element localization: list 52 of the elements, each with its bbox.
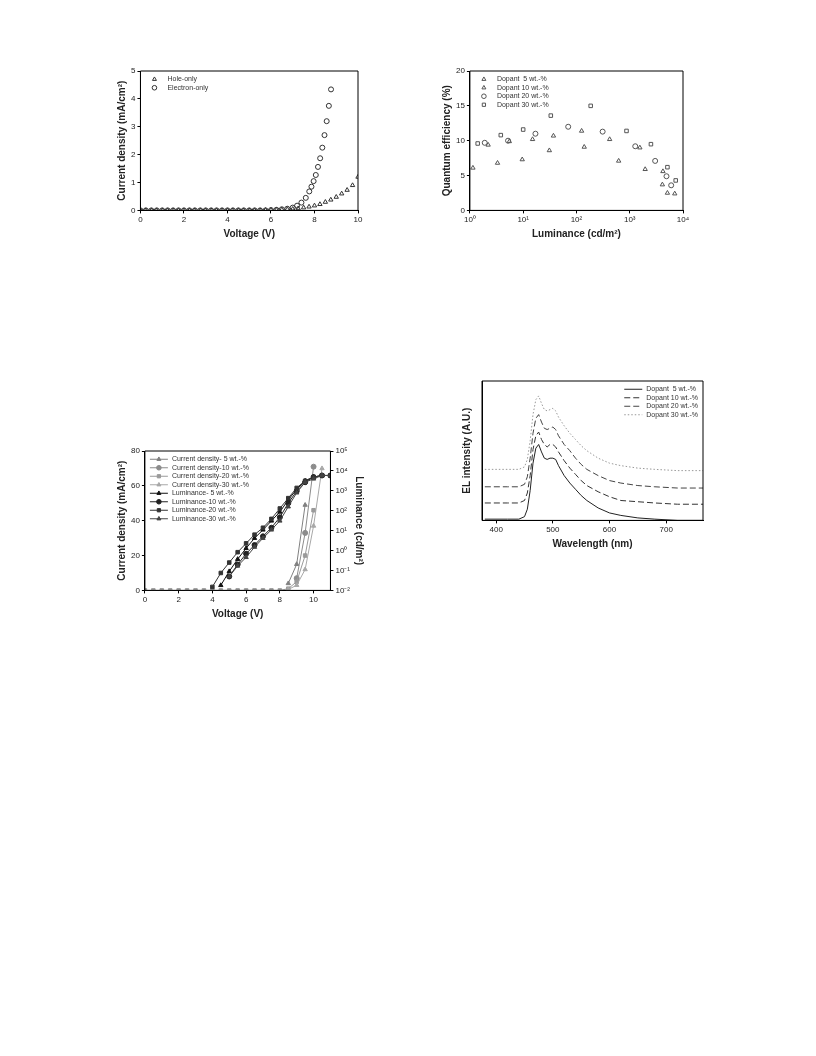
- x-tick-label: 6: [268, 215, 274, 225]
- y-tick-label: 20: [130, 550, 141, 560]
- y2-tick-label: 10³: [335, 486, 348, 496]
- y-tick-label: 4: [131, 94, 136, 104]
- y-tick-label: 60: [130, 481, 141, 491]
- y2-tick-label: 10⁻¹: [335, 565, 351, 575]
- y-tick-label: 3: [131, 121, 136, 131]
- y-tick-label: 20: [455, 66, 466, 76]
- x-tick-label: 10: [309, 595, 319, 605]
- y2-tick-label: 10⁻²: [335, 585, 351, 595]
- x-tick-label: 2: [176, 595, 182, 605]
- y2-tick-label: 10⁵: [335, 446, 348, 456]
- x-tick-label: 6: [243, 595, 249, 605]
- x-axis-title: Wavelength (nm): [552, 537, 633, 549]
- x-tick-label: 2: [181, 215, 187, 225]
- x-tick-label: 400: [489, 525, 504, 535]
- x-tick-label: 0: [142, 595, 148, 605]
- y-axis-title: EL intensity (A.U.): [460, 407, 472, 494]
- x-tick-label: 4: [225, 215, 231, 225]
- y-axis-title: Current density (mA/cm²): [115, 460, 127, 581]
- y-tick-label: 5: [131, 66, 136, 76]
- y-tick-label: 0: [131, 205, 136, 215]
- y2-tick-label: 10²: [335, 505, 348, 515]
- x-tick-label: 8: [277, 595, 283, 605]
- x-tick-label: 10²: [570, 215, 583, 225]
- y-tick-label: 10: [455, 135, 466, 145]
- x-tick-label: 8: [312, 215, 318, 225]
- y-axis-title: Quantum efficiency (%): [440, 85, 452, 197]
- y-tick-label: 40: [130, 515, 141, 525]
- x-tick-label: 10⁴: [676, 215, 690, 225]
- y2-tick-label: 10⁴: [335, 466, 349, 476]
- y2-axis-title: Luminance (cd/m²): [354, 476, 366, 566]
- y2-tick-label: 10⁰: [335, 545, 348, 555]
- x-tick-label: 10³: [623, 215, 636, 225]
- y-tick-label: 5: [460, 170, 466, 180]
- x-axis-title: Voltage (V): [211, 607, 264, 619]
- x-tick-label: 10⁰: [463, 215, 476, 225]
- x-axis-title: Luminance (cd/m²): [532, 227, 621, 239]
- x-axis-title: Voltage (V): [223, 227, 275, 239]
- x-tick-label: 700: [659, 525, 674, 535]
- x-tick-label: 10¹: [517, 215, 530, 225]
- x-tick-label: 10: [353, 215, 363, 225]
- x-tick-label: 4: [210, 595, 216, 605]
- x-tick-label: 500: [546, 525, 561, 535]
- y-tick-label: 0: [460, 205, 466, 215]
- y-axis-title: Current density (mA/cm²): [115, 80, 127, 201]
- x-tick-label: 600: [602, 525, 617, 535]
- y-tick-label: 15: [455, 101, 466, 111]
- y-tick-label: 2: [131, 149, 136, 159]
- y-tick-label: 80: [130, 446, 141, 456]
- y-tick-label: 0: [135, 585, 141, 595]
- y-tick-label: 1: [131, 177, 136, 187]
